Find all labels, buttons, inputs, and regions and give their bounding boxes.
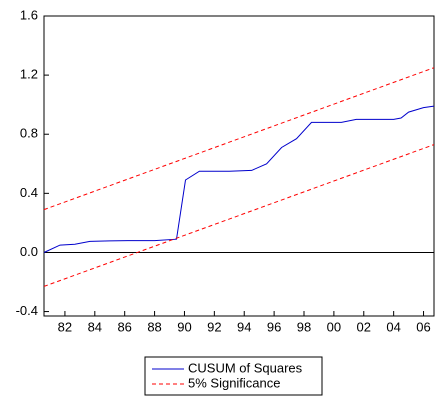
plot-frame (43, 15, 435, 317)
x-tick-label: 96 (267, 319, 281, 334)
x-tick-label: 06 (416, 319, 430, 334)
y-tick-label: 0.0 (20, 244, 38, 259)
x-tick-label: 94 (237, 319, 251, 334)
legend-label: CUSUM of Squares (188, 360, 303, 375)
x-tick-label: 98 (297, 319, 311, 334)
x-tick-label: 04 (386, 319, 400, 334)
x-tick-label: 84 (88, 319, 102, 334)
x-tick-label: 88 (147, 319, 161, 334)
x-tick-label: 82 (58, 319, 72, 334)
x-tick-label: 00 (327, 319, 341, 334)
series-line (43, 105, 435, 253)
legend-box (144, 356, 323, 396)
y-tick-label: -0.4 (16, 303, 38, 318)
x-tick-label: 02 (357, 319, 371, 334)
y-tick-label: 0.8 (20, 126, 38, 141)
y-tick-label: 0.4 (20, 185, 38, 200)
y-tick-label: 1.2 (20, 67, 38, 82)
y-tick-label: 1.6 (20, 7, 38, 22)
significance-lower (43, 144, 435, 287)
x-tick-label: 90 (177, 319, 191, 334)
significance-upper (43, 67, 435, 211)
legend-label: 5% Significance (188, 375, 281, 390)
x-tick-label: 92 (207, 319, 221, 334)
x-tick-label: 86 (117, 319, 131, 334)
